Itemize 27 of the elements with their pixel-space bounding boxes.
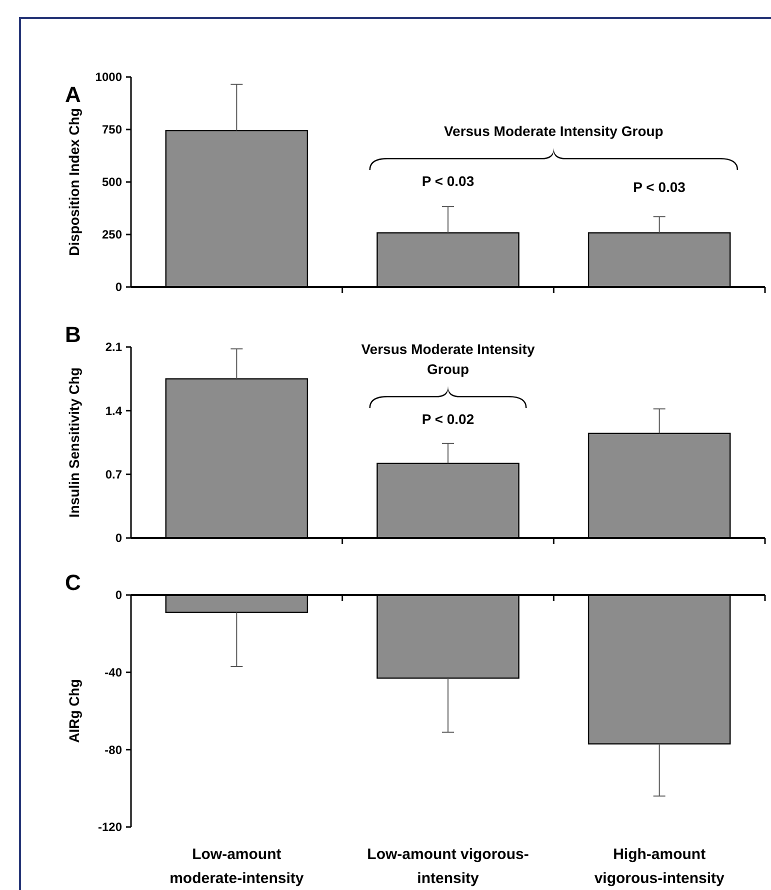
y-tick-label: 0: [115, 531, 122, 546]
annotation: Versus Moderate Intensity Group: [444, 123, 664, 139]
y-tick-label: 0.7: [105, 468, 122, 482]
annotation: Versus Moderate Intensity Group: [361, 341, 535, 377]
chart-title: B: [65, 322, 81, 347]
annotation: P < 0.03: [422, 173, 474, 189]
y-tick-label: -120: [98, 820, 122, 834]
y-axis-title: Insulin Sensitivity Chg: [66, 367, 82, 518]
y-tick-label: 750: [102, 122, 122, 137]
y-tick-label: 0: [115, 588, 122, 602]
y-tick-label: 1000: [95, 70, 122, 84]
x-tick-label: Low-amount moderate-intensity: [170, 846, 304, 887]
y-tick-label: 500: [102, 175, 122, 190]
annotation: P < 0.02: [422, 411, 474, 427]
annotation: P < 0.03: [633, 179, 686, 195]
y-tick-label: 0: [115, 280, 122, 294]
y-axis-title: Disposition Index Chg: [66, 108, 82, 256]
x-tick-label: Low-amount vigorous- intensity: [367, 846, 529, 887]
y-tick-label: -80: [104, 742, 122, 757]
x-tick-label: High-amount vigorous-intensity: [594, 846, 725, 887]
chart-title: A: [65, 82, 81, 107]
y-tick-label: 250: [102, 228, 122, 242]
chart-title: C: [65, 570, 81, 595]
y-tick-label: -40: [104, 666, 122, 680]
y-tick-label: 2.1: [105, 340, 122, 354]
y-tick-label: 1.4: [105, 404, 122, 418]
y-axis-title: AIRg Chg: [66, 679, 82, 743]
